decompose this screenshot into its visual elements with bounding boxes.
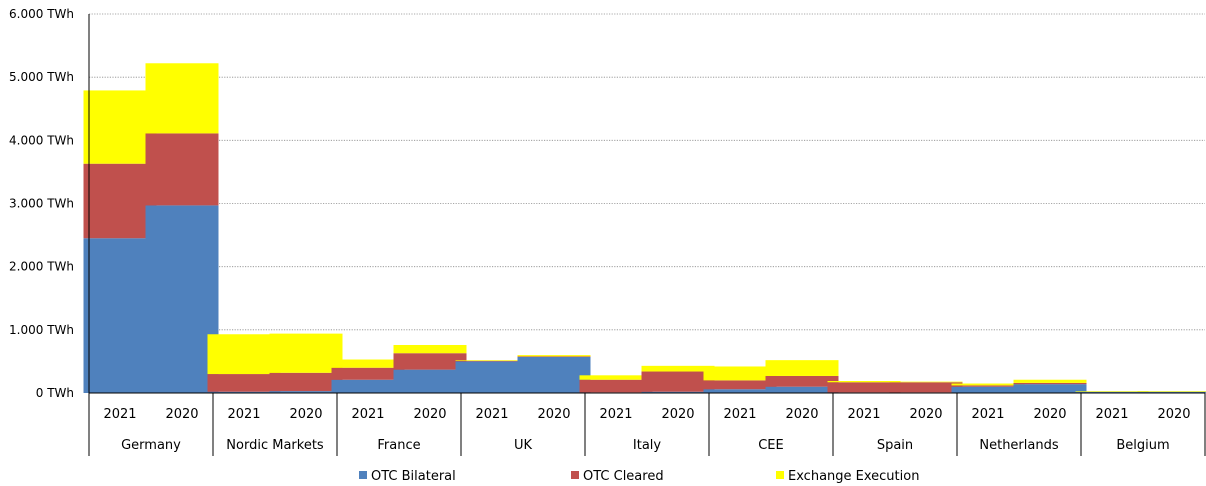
bar-otc-bilateral-germany-2021: [83, 238, 157, 393]
bar-otc-bilateral-germany-2020: [145, 205, 219, 393]
gridlines: [89, 13, 1205, 331]
year-label: 2020: [165, 407, 198, 422]
group-label-cee: CEE: [758, 438, 784, 453]
axes: [88, 14, 1206, 456]
y-tick-label: 4.000 TWh: [9, 133, 74, 147]
bar-otc-bilateral-belgium-2021: [1075, 391, 1149, 393]
bar-otc-bilateral-nordic-markets-2021: [207, 391, 281, 393]
y-tick-label: 2.000 TWh: [9, 260, 74, 274]
year-label: 2020: [413, 407, 446, 422]
year-label: 2020: [537, 407, 570, 422]
year-label: 2020: [909, 407, 942, 422]
bar-exchange-execution-france-2021: [331, 359, 405, 368]
legend: OTC Bilateral OTC Cleared Exchange Executi…: [359, 469, 919, 484]
bar-exchange-execution-netherlands-2021: [951, 383, 1025, 386]
y-tick-label: 5.000 TWh: [9, 70, 74, 84]
y-tick-label: 0 TWh: [36, 386, 74, 400]
bar-exchange-execution-spain-2021: [827, 380, 901, 383]
bar-otc-cleared-italy-2020: [641, 371, 715, 392]
legend-label-otc-cleared: OTC Cleared: [583, 469, 664, 484]
bar-exchange-execution-france-2020: [393, 344, 467, 354]
year-label: 2021: [847, 407, 880, 422]
bars: [83, 63, 1206, 393]
legend-label-exchange-execution: Exchange Execution: [788, 469, 919, 484]
bar-otc-cleared-cee-2021: [703, 380, 777, 390]
bar-otc-cleared-netherlands-2020: [1013, 382, 1087, 385]
bar-otc-cleared-netherlands-2021: [951, 385, 1025, 387]
year-label: 2020: [785, 407, 818, 422]
year-label: 2021: [227, 407, 260, 422]
year-label: 2020: [1157, 407, 1190, 422]
y-axis-tick-labels: 0 TWh 1.000 TWh 2.000 TWh 3.000 TWh 4.000 TW…: [9, 7, 74, 400]
bar-otc-cleared-nordic-markets-2021: [207, 374, 281, 392]
bar-exchange-execution-cee-2021: [703, 366, 777, 381]
legend-swatch-otc-bilateral: [359, 471, 367, 479]
bar-exchange-execution-netherlands-2020: [1013, 379, 1087, 383]
bar-exchange-execution-germany-2020: [145, 63, 219, 134]
legend-swatch-exchange-execution: [776, 471, 784, 479]
bar-exchange-execution-uk-2021: [455, 360, 529, 361]
bar-otc-cleared-spain-2020: [889, 382, 963, 393]
legend-label-otc-bilateral: OTC Bilateral: [371, 469, 456, 484]
bar-exchange-execution-italy-2020: [641, 365, 715, 372]
bar-otc-cleared-france-2021: [331, 367, 405, 380]
group-label-belgium: Belgium: [1116, 438, 1169, 453]
bar-otc-bilateral-uk-2020: [517, 356, 591, 393]
y-tick-label: 3.000 TWh: [9, 197, 74, 211]
bar-exchange-execution-spain-2020: [889, 381, 963, 383]
bar-otc-bilateral-nordic-markets-2020: [269, 391, 343, 393]
bar-otc-bilateral-cee-2021: [703, 389, 777, 393]
bar-otc-bilateral-netherlands-2020: [1013, 384, 1087, 393]
bar-otc-cleared-france-2020: [393, 353, 467, 370]
year-label: 2021: [475, 407, 508, 422]
bar-exchange-execution-nordic-markets-2020: [269, 333, 343, 373]
bar-otc-cleared-spain-2021: [827, 382, 901, 393]
bar-otc-cleared-nordic-markets-2020: [269, 372, 343, 392]
bar-exchange-execution-germany-2021: [83, 90, 157, 164]
y-tick-label: 6.000 TWh: [9, 7, 74, 21]
bar-otc-bilateral-netherlands-2021: [951, 386, 1025, 393]
year-label: 2021: [599, 407, 632, 422]
group-label-italy: Italy: [633, 438, 662, 453]
group-label-nordic-markets: Nordic Markets: [226, 438, 324, 453]
bar-otc-cleared-cee-2020: [765, 375, 839, 387]
bar-exchange-execution-cee-2020: [765, 360, 839, 376]
bar-exchange-execution-belgium-2020: [1137, 391, 1206, 392]
bar-otc-cleared-germany-2020: [145, 133, 219, 206]
bar-exchange-execution-belgium-2021: [1075, 391, 1149, 392]
year-label: 2021: [1095, 407, 1128, 422]
year-label: 2021: [723, 407, 756, 422]
year-label: 2021: [103, 407, 136, 422]
bar-otc-bilateral-france-2020: [393, 369, 467, 393]
year-label: 2020: [289, 407, 322, 422]
bar-otc-bilateral-france-2021: [331, 379, 405, 393]
bar-otc-bilateral-uk-2021: [455, 361, 529, 393]
year-label: 2021: [971, 407, 1004, 422]
year-label: 2020: [661, 407, 694, 422]
group-label-netherlands: Netherlands: [979, 438, 1058, 453]
bar-otc-bilateral-belgium-2020: [1137, 391, 1206, 393]
x-axis-labels: 2021 2020 Germany 2021 2020 Nordic Markets 202…: [103, 407, 1190, 453]
year-label: 2021: [351, 407, 384, 422]
bar-otc-cleared-uk-2020: [517, 356, 591, 357]
bar-otc-bilateral-italy-2020: [641, 391, 715, 393]
bar-otc-bilateral-cee-2020: [765, 386, 839, 393]
bar-exchange-execution-nordic-markets-2021: [207, 334, 281, 375]
group-label-uk: UK: [514, 438, 533, 453]
group-label-spain: Spain: [877, 438, 913, 453]
year-label: 2020: [1033, 407, 1066, 422]
bar-otc-cleared-uk-2021: [455, 360, 529, 362]
bar-otc-cleared-italy-2021: [579, 379, 653, 393]
bar-otc-cleared-germany-2021: [83, 163, 157, 239]
y-tick-label: 1.000 TWh: [9, 323, 74, 337]
bar-exchange-execution-italy-2021: [579, 375, 653, 380]
group-label-germany: Germany: [121, 438, 181, 453]
group-label-france: France: [377, 438, 420, 453]
bar-exchange-execution-uk-2020: [517, 355, 591, 357]
legend-swatch-otc-cleared: [571, 471, 579, 479]
